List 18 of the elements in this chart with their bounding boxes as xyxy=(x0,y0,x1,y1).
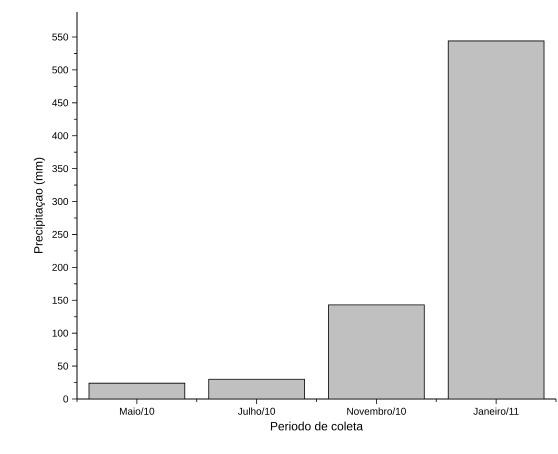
y-tick-label: 50 xyxy=(58,362,68,370)
y-tick-label: 350 xyxy=(52,165,68,172)
x-tick-label: Maio/10 xyxy=(120,408,154,415)
y-tick-label: 150 xyxy=(52,296,68,304)
y-tick-label: 0 xyxy=(63,395,68,403)
x-tick-label: Julho/10 xyxy=(238,408,276,415)
y-axis-title: Precipitaçao (mm) xyxy=(34,158,46,253)
y-tick-label: 100 xyxy=(52,330,68,337)
x-axis-title: Periodo de coleta xyxy=(270,422,363,430)
y-tick-label: 300 xyxy=(52,198,68,206)
y-tick-label: 250 xyxy=(52,230,68,238)
y-tick-label: 400 xyxy=(52,132,68,140)
x-tick-label: Novembro/10 xyxy=(347,408,406,415)
y-tick-label: 500 xyxy=(52,66,68,74)
y-tick-label: 550 xyxy=(52,33,68,41)
x-tick-label: Janeiro/11 xyxy=(473,408,519,415)
y-tick-label: 450 xyxy=(52,99,68,106)
y-tick-label: 200 xyxy=(52,264,68,271)
